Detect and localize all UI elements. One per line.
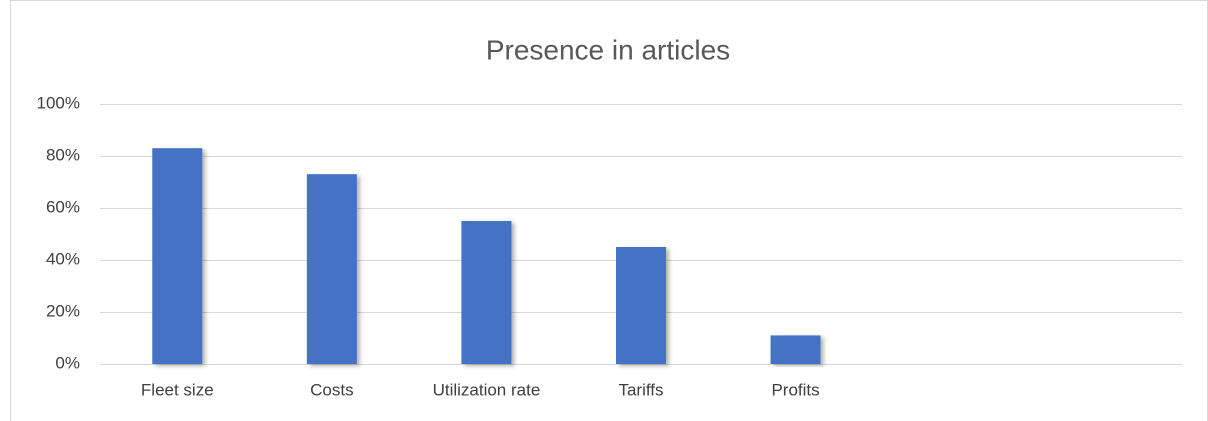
y-tick-label: 20% xyxy=(46,301,80,320)
y-tick-label: 0% xyxy=(55,353,80,372)
x-tick-label: Fleet size xyxy=(141,380,214,399)
y-tick-label: 60% xyxy=(46,197,80,216)
bar xyxy=(152,148,203,364)
x-tick-label: Utilization rate xyxy=(433,380,541,399)
bar xyxy=(616,247,666,364)
x-tick-label: Costs xyxy=(310,380,353,399)
chart-title: Presence in articles xyxy=(486,34,730,65)
y-tick-label: 40% xyxy=(46,249,80,268)
bar xyxy=(770,335,821,364)
x-tick-label: Profits xyxy=(771,380,819,399)
x-tick-label: Tariffs xyxy=(618,380,663,399)
y-tick-label: 80% xyxy=(46,145,80,164)
bar xyxy=(306,174,357,364)
y-tick-label: 100% xyxy=(37,93,80,112)
bar xyxy=(461,221,512,364)
